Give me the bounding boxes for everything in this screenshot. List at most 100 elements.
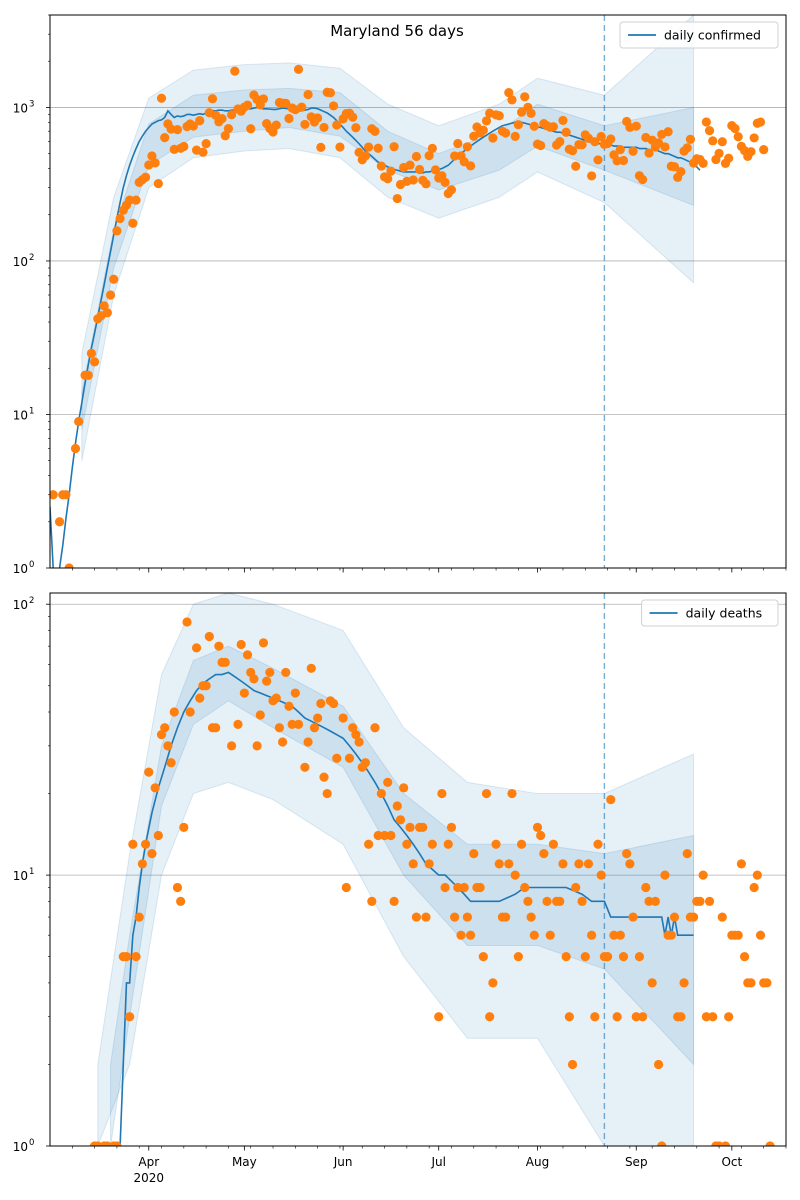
- observed-point: [367, 896, 377, 906]
- observed-point: [421, 912, 431, 922]
- observed-point: [90, 357, 100, 367]
- observed-point: [370, 126, 380, 137]
- observed-point: [765, 1141, 775, 1146]
- observed-point: [501, 912, 511, 922]
- observed-point: [370, 723, 380, 733]
- observed-point: [669, 912, 680, 922]
- observed-point: [150, 783, 160, 793]
- observed-point: [532, 822, 543, 833]
- observed-point: [494, 859, 504, 869]
- observed-point: [332, 753, 342, 763]
- observed-point: [516, 839, 527, 849]
- observed-point: [115, 213, 125, 224]
- observed-point: [112, 1141, 122, 1146]
- observed-point: [689, 912, 699, 922]
- observed-point: [504, 859, 514, 869]
- observed-point: [587, 930, 597, 940]
- observed-point: [481, 116, 492, 126]
- observed-point: [628, 912, 638, 922]
- y-tick-label: 10: [13, 598, 28, 612]
- observed-point: [733, 132, 743, 142]
- observed-point: [328, 698, 339, 709]
- observed-point: [332, 120, 342, 130]
- observed-point: [520, 882, 530, 893]
- observed-point: [309, 723, 320, 733]
- observed-point: [54, 517, 65, 527]
- observed-point: [255, 710, 265, 720]
- observed-point: [242, 100, 253, 110]
- observed-point: [462, 912, 472, 922]
- observed-point: [701, 1012, 711, 1022]
- observed-point: [316, 698, 326, 709]
- observed-point: [456, 930, 466, 940]
- observed-point: [641, 882, 651, 893]
- observed-point: [99, 301, 109, 311]
- observed-point: [427, 839, 437, 849]
- observed-point: [220, 131, 230, 141]
- observed-point: [755, 930, 766, 940]
- observed-point: [469, 849, 479, 859]
- observed-point: [386, 166, 396, 176]
- observed-point: [481, 788, 492, 799]
- observed-point: [478, 125, 488, 135]
- observed-point: [739, 952, 750, 962]
- observed-point: [708, 136, 718, 146]
- observed-point: [408, 175, 418, 185]
- observed-point: [501, 128, 511, 138]
- observed-point: [61, 490, 71, 500]
- observed-point: [306, 663, 316, 673]
- observed-point: [319, 122, 329, 133]
- observed-point: [704, 896, 715, 906]
- observed-point: [179, 822, 189, 833]
- observed-point: [548, 839, 559, 849]
- observed-point: [383, 174, 393, 184]
- observed-point: [316, 142, 326, 153]
- observed-point: [64, 563, 74, 568]
- observed-point: [638, 174, 648, 185]
- observed-point: [701, 117, 711, 127]
- observed-point: [647, 978, 657, 988]
- observed-point: [567, 1059, 578, 1070]
- observed-point: [172, 125, 183, 135]
- plot-area: [50, 593, 786, 1146]
- observed-point: [287, 719, 297, 730]
- x-tick-label: Sep: [625, 1155, 648, 1169]
- observed-point: [730, 123, 740, 134]
- observed-point: [105, 290, 116, 300]
- observed-point: [373, 830, 383, 841]
- observed-point: [354, 737, 364, 747]
- observed-point: [313, 113, 323, 123]
- observed-point: [602, 952, 613, 962]
- observed-point: [478, 952, 488, 962]
- observed-point: [360, 151, 371, 161]
- observed-point: [669, 162, 680, 172]
- x-tick-label: May: [232, 1155, 257, 1169]
- y-tick-exponent: 3: [29, 99, 34, 109]
- observed-point: [555, 137, 565, 147]
- observed-point: [74, 416, 84, 427]
- observed-point: [348, 723, 358, 733]
- observed-point: [121, 952, 132, 962]
- observed-point: [724, 153, 734, 163]
- y-tick-exponent: 0: [29, 560, 34, 570]
- observed-point: [220, 657, 230, 667]
- observed-point: [392, 801, 402, 811]
- y-tick-exponent: 0: [29, 1138, 34, 1148]
- observed-point: [195, 693, 205, 703]
- observed-point: [281, 98, 291, 108]
- observed-point: [293, 64, 304, 74]
- observed-point: [587, 171, 597, 181]
- observed-point: [427, 143, 437, 153]
- observed-point: [577, 140, 587, 150]
- observed-point: [491, 839, 501, 849]
- y-tick-label: 10: [13, 408, 28, 422]
- observed-point: [125, 195, 135, 205]
- observed-point: [344, 753, 355, 763]
- observed-point: [596, 131, 606, 142]
- observed-point: [717, 912, 727, 922]
- observed-point: [191, 643, 202, 653]
- observed-point: [169, 707, 179, 717]
- observed-point: [596, 870, 606, 880]
- confidence-band-outer: [81, 15, 695, 461]
- y-tick-exponent: 2: [29, 253, 34, 263]
